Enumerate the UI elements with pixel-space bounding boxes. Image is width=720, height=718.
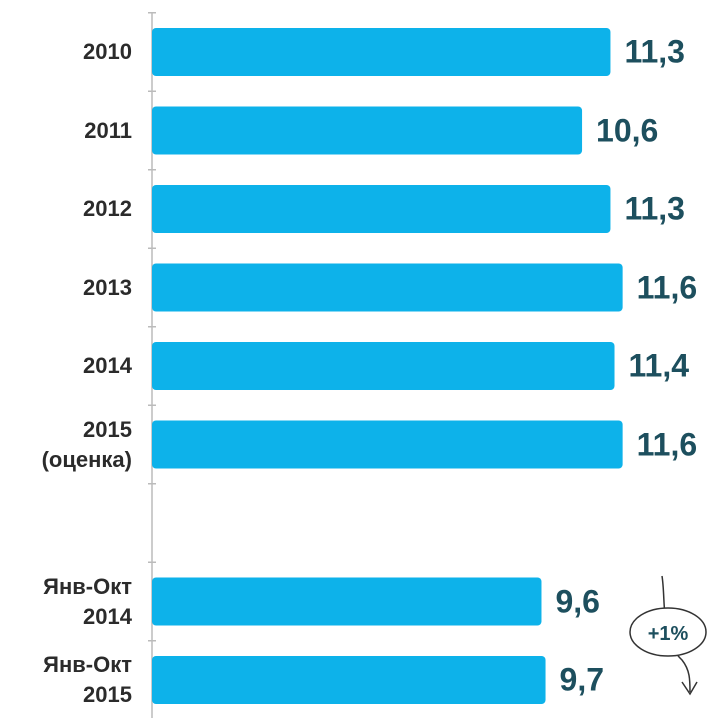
value-label: 11,3 [624, 190, 685, 227]
y-tick-label: 2011 [84, 117, 132, 143]
y-tick-label: 2010 [83, 39, 132, 64]
bar [152, 656, 546, 704]
value-label: 11,4 [628, 347, 690, 384]
value-label: 10,6 [596, 112, 659, 148]
value-label: 11,6 [636, 426, 698, 462]
annotation: +1% [648, 623, 689, 645]
bar [152, 263, 623, 312]
bar [152, 185, 611, 233]
bar [152, 342, 615, 390]
bar [152, 420, 623, 469]
y-tick-label: 2014 [83, 353, 132, 378]
arrow [661, 575, 691, 693]
y-tick-label: 2015 (оценка) [41, 416, 132, 472]
bar [152, 577, 542, 626]
bar [152, 28, 611, 76]
y-tick-label: Янв-Окт 2015 [43, 652, 132, 707]
y-tick-label: 2013 [83, 274, 132, 300]
value-label: 9,6 [555, 583, 600, 619]
value-label: 9,7 [559, 661, 605, 698]
y-tick-label: 2012 [83, 196, 132, 221]
value-label: 11,6 [636, 269, 698, 305]
value-label: 11,3 [624, 33, 685, 70]
bar [152, 106, 583, 155]
annotation-circle [629, 607, 707, 657]
arrow-head [681, 681, 698, 696]
y-tick-label: Янв-Окт 2014 [43, 573, 132, 629]
